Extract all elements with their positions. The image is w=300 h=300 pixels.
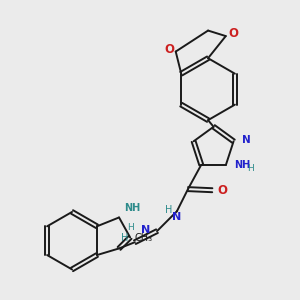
Text: O: O (229, 27, 238, 40)
Text: N: N (141, 225, 150, 235)
Text: O: O (218, 184, 228, 197)
Text: O: O (164, 43, 174, 56)
Text: H: H (247, 164, 254, 172)
Text: NH: NH (124, 203, 141, 213)
Text: H: H (121, 233, 128, 243)
Text: NH: NH (234, 160, 250, 170)
Text: H: H (127, 223, 134, 232)
Text: H: H (165, 205, 172, 215)
Text: N: N (172, 212, 182, 222)
Text: CH₃: CH₃ (134, 233, 153, 244)
Text: N: N (242, 135, 251, 145)
